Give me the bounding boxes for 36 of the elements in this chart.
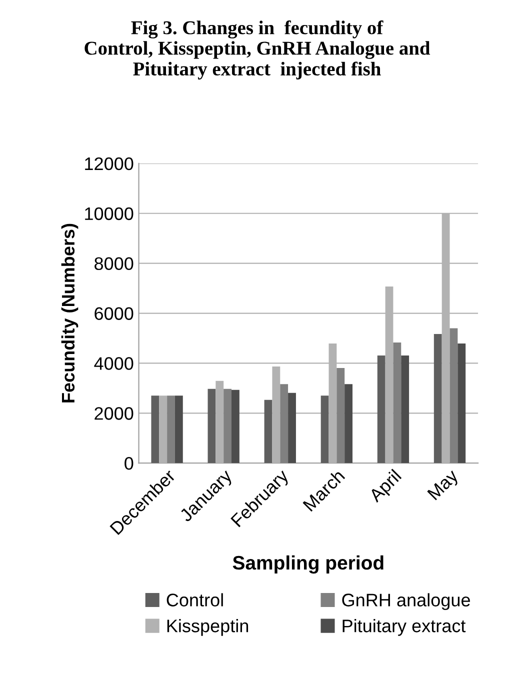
y-tick-label: 0 <box>124 457 134 470</box>
bar <box>159 396 168 464</box>
bar <box>174 396 183 464</box>
bar <box>216 380 224 464</box>
legend-label: Kisspeptin <box>167 619 248 636</box>
legend-label: Control <box>166 593 223 606</box>
bar <box>344 384 352 464</box>
bar <box>288 392 296 464</box>
bar <box>450 328 458 464</box>
y-tick-label: 12000 <box>85 157 134 170</box>
y-axis-title: Fecundity (Numbers) <box>61 224 78 402</box>
x-axis-title: Sampling period <box>232 555 384 574</box>
bar <box>393 342 402 464</box>
y-tick-label: 10000 <box>85 207 134 220</box>
legend-label: GnRH analogue <box>342 593 470 610</box>
bar <box>224 388 232 464</box>
bar <box>264 400 272 464</box>
y-tick-label: 2000 <box>94 407 134 420</box>
x-tick-label: May <box>427 468 462 503</box>
y-tick-label: 6000 <box>94 307 134 320</box>
chart-title: Fig 3. Changes in fecundity of Control, Kisspeptin, GnRH Analogue and Pituitary extract injected fish <box>84 20 430 80</box>
bar <box>208 388 216 464</box>
bar <box>232 390 240 464</box>
y-tick-label: 4000 <box>94 357 134 370</box>
bar <box>434 334 442 464</box>
legend-label: Pituitary extract <box>342 619 466 636</box>
bar <box>151 396 160 464</box>
y-tick-label: 8000 <box>94 257 134 270</box>
bar <box>167 396 175 464</box>
bar <box>401 355 410 464</box>
bar <box>336 368 345 464</box>
bar <box>377 355 386 464</box>
bar <box>280 384 288 464</box>
bar <box>272 366 280 464</box>
bar <box>320 396 329 464</box>
bar <box>458 343 466 464</box>
